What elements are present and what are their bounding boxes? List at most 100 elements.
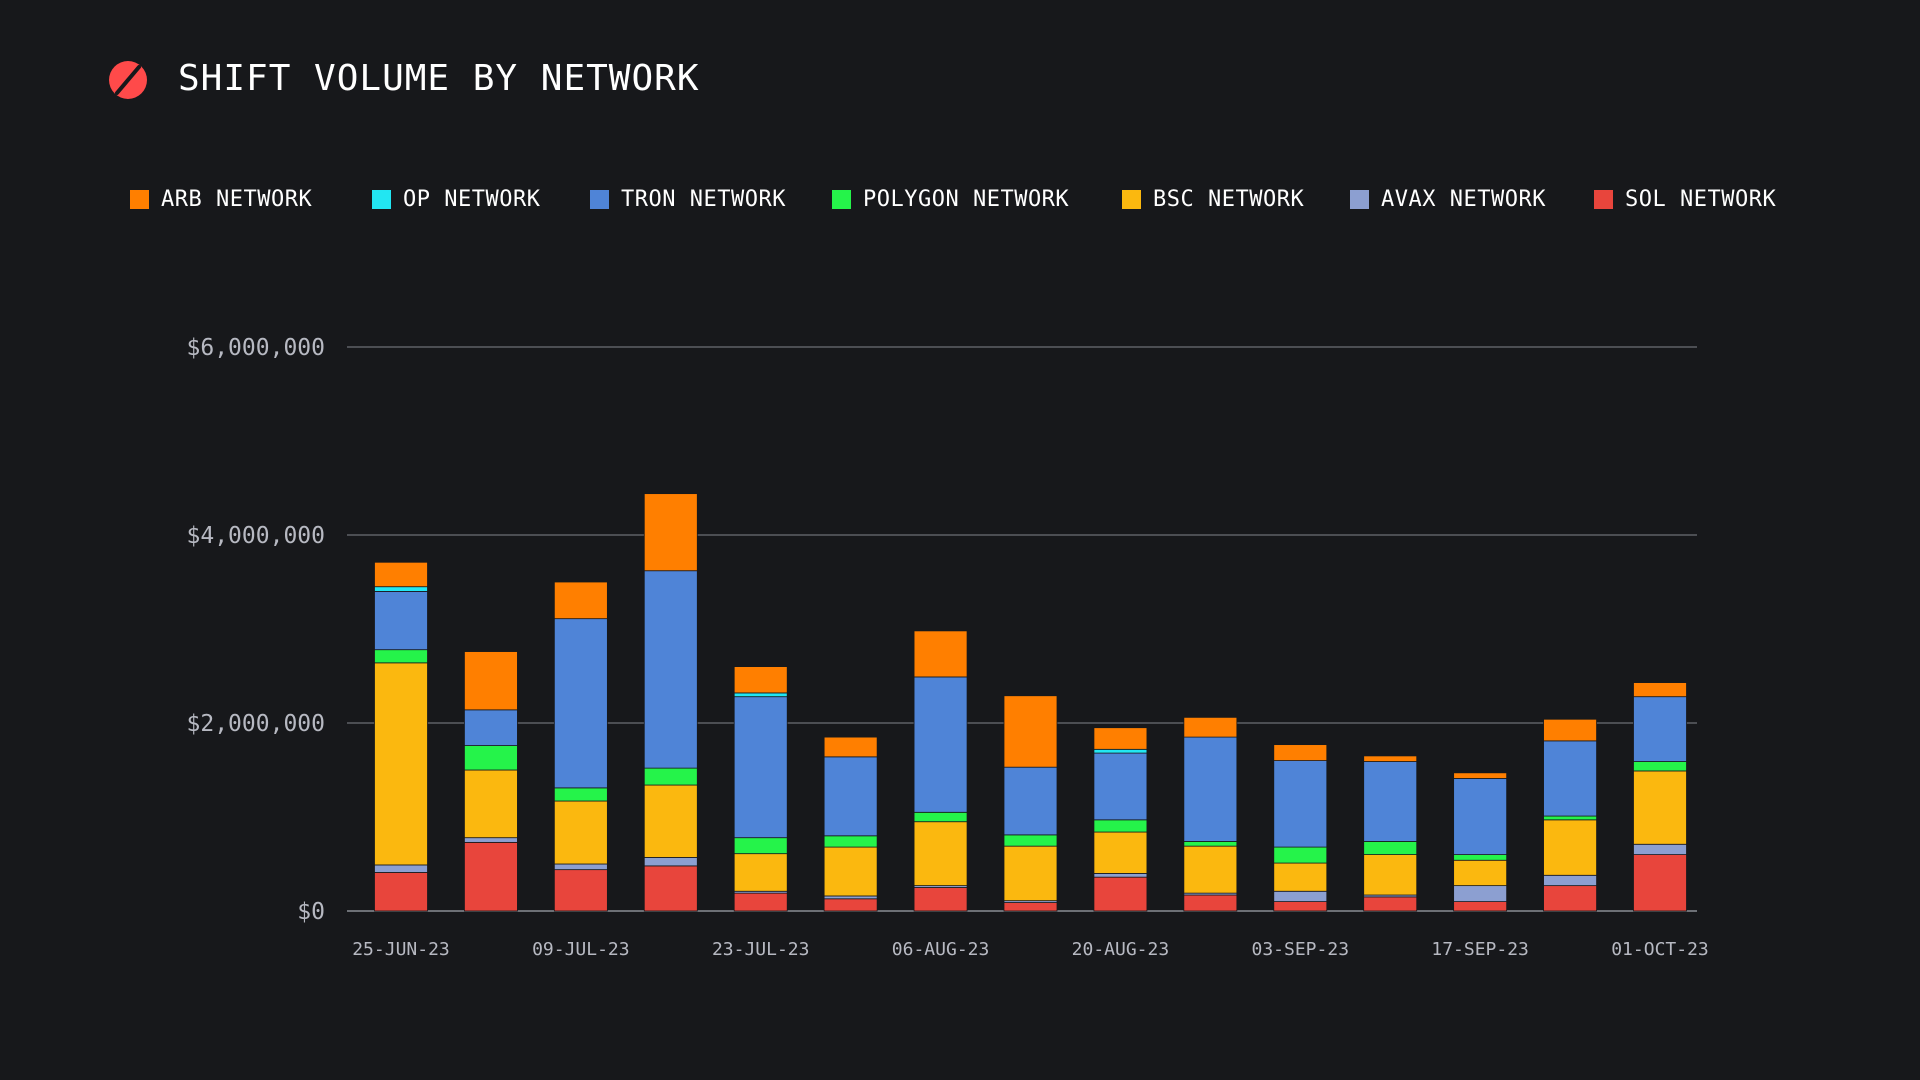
bar-segment[interactable]: [1453, 854, 1508, 861]
bar-segment[interactable]: [823, 835, 878, 848]
bar-segment[interactable]: [1633, 696, 1687, 762]
bar-segment[interactable]: [1183, 841, 1238, 847]
bar-segment[interactable]: [1273, 901, 1328, 912]
bar-segment[interactable]: [1543, 819, 1597, 876]
bar-segment[interactable]: [643, 767, 698, 786]
bar-segment[interactable]: [1273, 890, 1328, 903]
bar-segment[interactable]: [733, 692, 788, 698]
bar-segment[interactable]: [643, 857, 698, 867]
bar-segment[interactable]: [1633, 682, 1687, 698]
bar-segment[interactable]: [1183, 736, 1238, 842]
bar-segment[interactable]: [913, 811, 968, 823]
bar-stack[interactable]: [1633, 682, 1687, 912]
bar-segment[interactable]: [374, 662, 428, 866]
bar-segment[interactable]: [733, 892, 788, 912]
bar-segment[interactable]: [1003, 845, 1058, 902]
bar-segment[interactable]: [1003, 902, 1058, 912]
bar-segment[interactable]: [464, 709, 518, 746]
bar-stack[interactable]: [1003, 695, 1058, 912]
bar-segment[interactable]: [464, 769, 518, 839]
bar-segment[interactable]: [643, 493, 698, 572]
bar-segment[interactable]: [1633, 770, 1687, 845]
bar-segment[interactable]: [823, 756, 878, 837]
bar-segment[interactable]: [374, 864, 428, 873]
bar-segment[interactable]: [1543, 874, 1597, 887]
legend-item-sol[interactable]: SOL NETWORK: [1594, 184, 1776, 214]
bar-segment[interactable]: [733, 666, 788, 694]
bar-segment[interactable]: [823, 736, 878, 758]
legend-item-tron[interactable]: TRON NETWORK: [590, 184, 786, 214]
bar-segment[interactable]: [464, 651, 518, 711]
bar-segment[interactable]: [913, 676, 968, 813]
bar-segment[interactable]: [553, 618, 608, 789]
bar-segment[interactable]: [1273, 744, 1328, 761]
bar-stack[interactable]: [1543, 718, 1597, 912]
bar-segment[interactable]: [464, 841, 518, 912]
bar-segment[interactable]: [913, 887, 968, 912]
bar-segment[interactable]: [1183, 716, 1238, 738]
bar-segment[interactable]: [553, 800, 608, 865]
bar-segment[interactable]: [1363, 854, 1418, 896]
bar-segment[interactable]: [1273, 760, 1328, 848]
bar-stack[interactable]: [1093, 727, 1148, 912]
bar-segment[interactable]: [1543, 885, 1597, 912]
bar-segment[interactable]: [1633, 843, 1687, 856]
bar-segment[interactable]: [913, 821, 968, 887]
bar-segment[interactable]: [464, 745, 518, 771]
legend-item-op[interactable]: OP NETWORK: [372, 184, 540, 214]
legend-item-avax[interactable]: AVAX NETWORK: [1350, 184, 1546, 214]
bar-segment[interactable]: [374, 561, 428, 588]
bar-segment[interactable]: [464, 837, 518, 843]
bar-stack[interactable]: [1453, 772, 1508, 912]
bar-segment[interactable]: [553, 787, 608, 802]
bar-segment[interactable]: [1093, 727, 1148, 750]
bar-stack[interactable]: [553, 581, 608, 912]
bar-stack[interactable]: [1183, 716, 1238, 912]
bar-segment[interactable]: [1003, 834, 1058, 847]
bar-segment[interactable]: [1363, 761, 1418, 842]
bar-segment[interactable]: [1183, 845, 1238, 894]
bar-segment[interactable]: [1093, 748, 1148, 754]
bar-segment[interactable]: [823, 846, 878, 897]
bar-segment[interactable]: [1633, 854, 1687, 912]
legend-item-bsc[interactable]: BSC NETWORK: [1122, 184, 1304, 214]
bar-segment[interactable]: [1633, 761, 1687, 772]
bar-segment[interactable]: [553, 863, 608, 871]
bar-segment[interactable]: [643, 570, 698, 769]
bar-segment[interactable]: [643, 784, 698, 858]
bar-stack[interactable]: [1363, 755, 1418, 912]
bar-segment[interactable]: [1093, 876, 1148, 912]
bar-segment[interactable]: [1453, 885, 1508, 902]
bar-segment[interactable]: [1363, 896, 1418, 912]
bar-segment[interactable]: [1543, 718, 1597, 742]
bar-segment[interactable]: [1093, 819, 1148, 833]
bar-segment[interactable]: [1093, 831, 1148, 874]
bar-segment[interactable]: [553, 581, 608, 620]
bar-stack[interactable]: [374, 561, 428, 912]
bar-stack[interactable]: [1273, 744, 1328, 912]
bar-segment[interactable]: [913, 630, 968, 678]
bar-segment[interactable]: [733, 837, 788, 855]
bar-segment[interactable]: [374, 586, 428, 592]
bar-segment[interactable]: [733, 696, 788, 839]
bar-stack[interactable]: [913, 630, 968, 912]
bar-segment[interactable]: [1093, 873, 1148, 878]
bar-segment[interactable]: [1453, 772, 1508, 779]
bar-segment[interactable]: [374, 872, 428, 912]
bar-stack[interactable]: [643, 493, 698, 912]
bar-segment[interactable]: [643, 865, 698, 912]
bar-segment[interactable]: [553, 869, 608, 912]
bar-segment[interactable]: [823, 898, 878, 912]
bar-segment[interactable]: [823, 895, 878, 900]
bar-segment[interactable]: [1273, 862, 1328, 892]
legend-item-polygon[interactable]: POLYGON NETWORK: [832, 184, 1069, 214]
bar-segment[interactable]: [1273, 846, 1328, 864]
bar-segment[interactable]: [1543, 815, 1597, 821]
bar-segment[interactable]: [374, 591, 428, 651]
bar-segment[interactable]: [1453, 778, 1508, 856]
bar-segment[interactable]: [1003, 766, 1058, 836]
bar-segment[interactable]: [1453, 859, 1508, 887]
bar-segment[interactable]: [1543, 740, 1597, 817]
bar-segment[interactable]: [733, 853, 788, 892]
bar-segment[interactable]: [1003, 695, 1058, 768]
